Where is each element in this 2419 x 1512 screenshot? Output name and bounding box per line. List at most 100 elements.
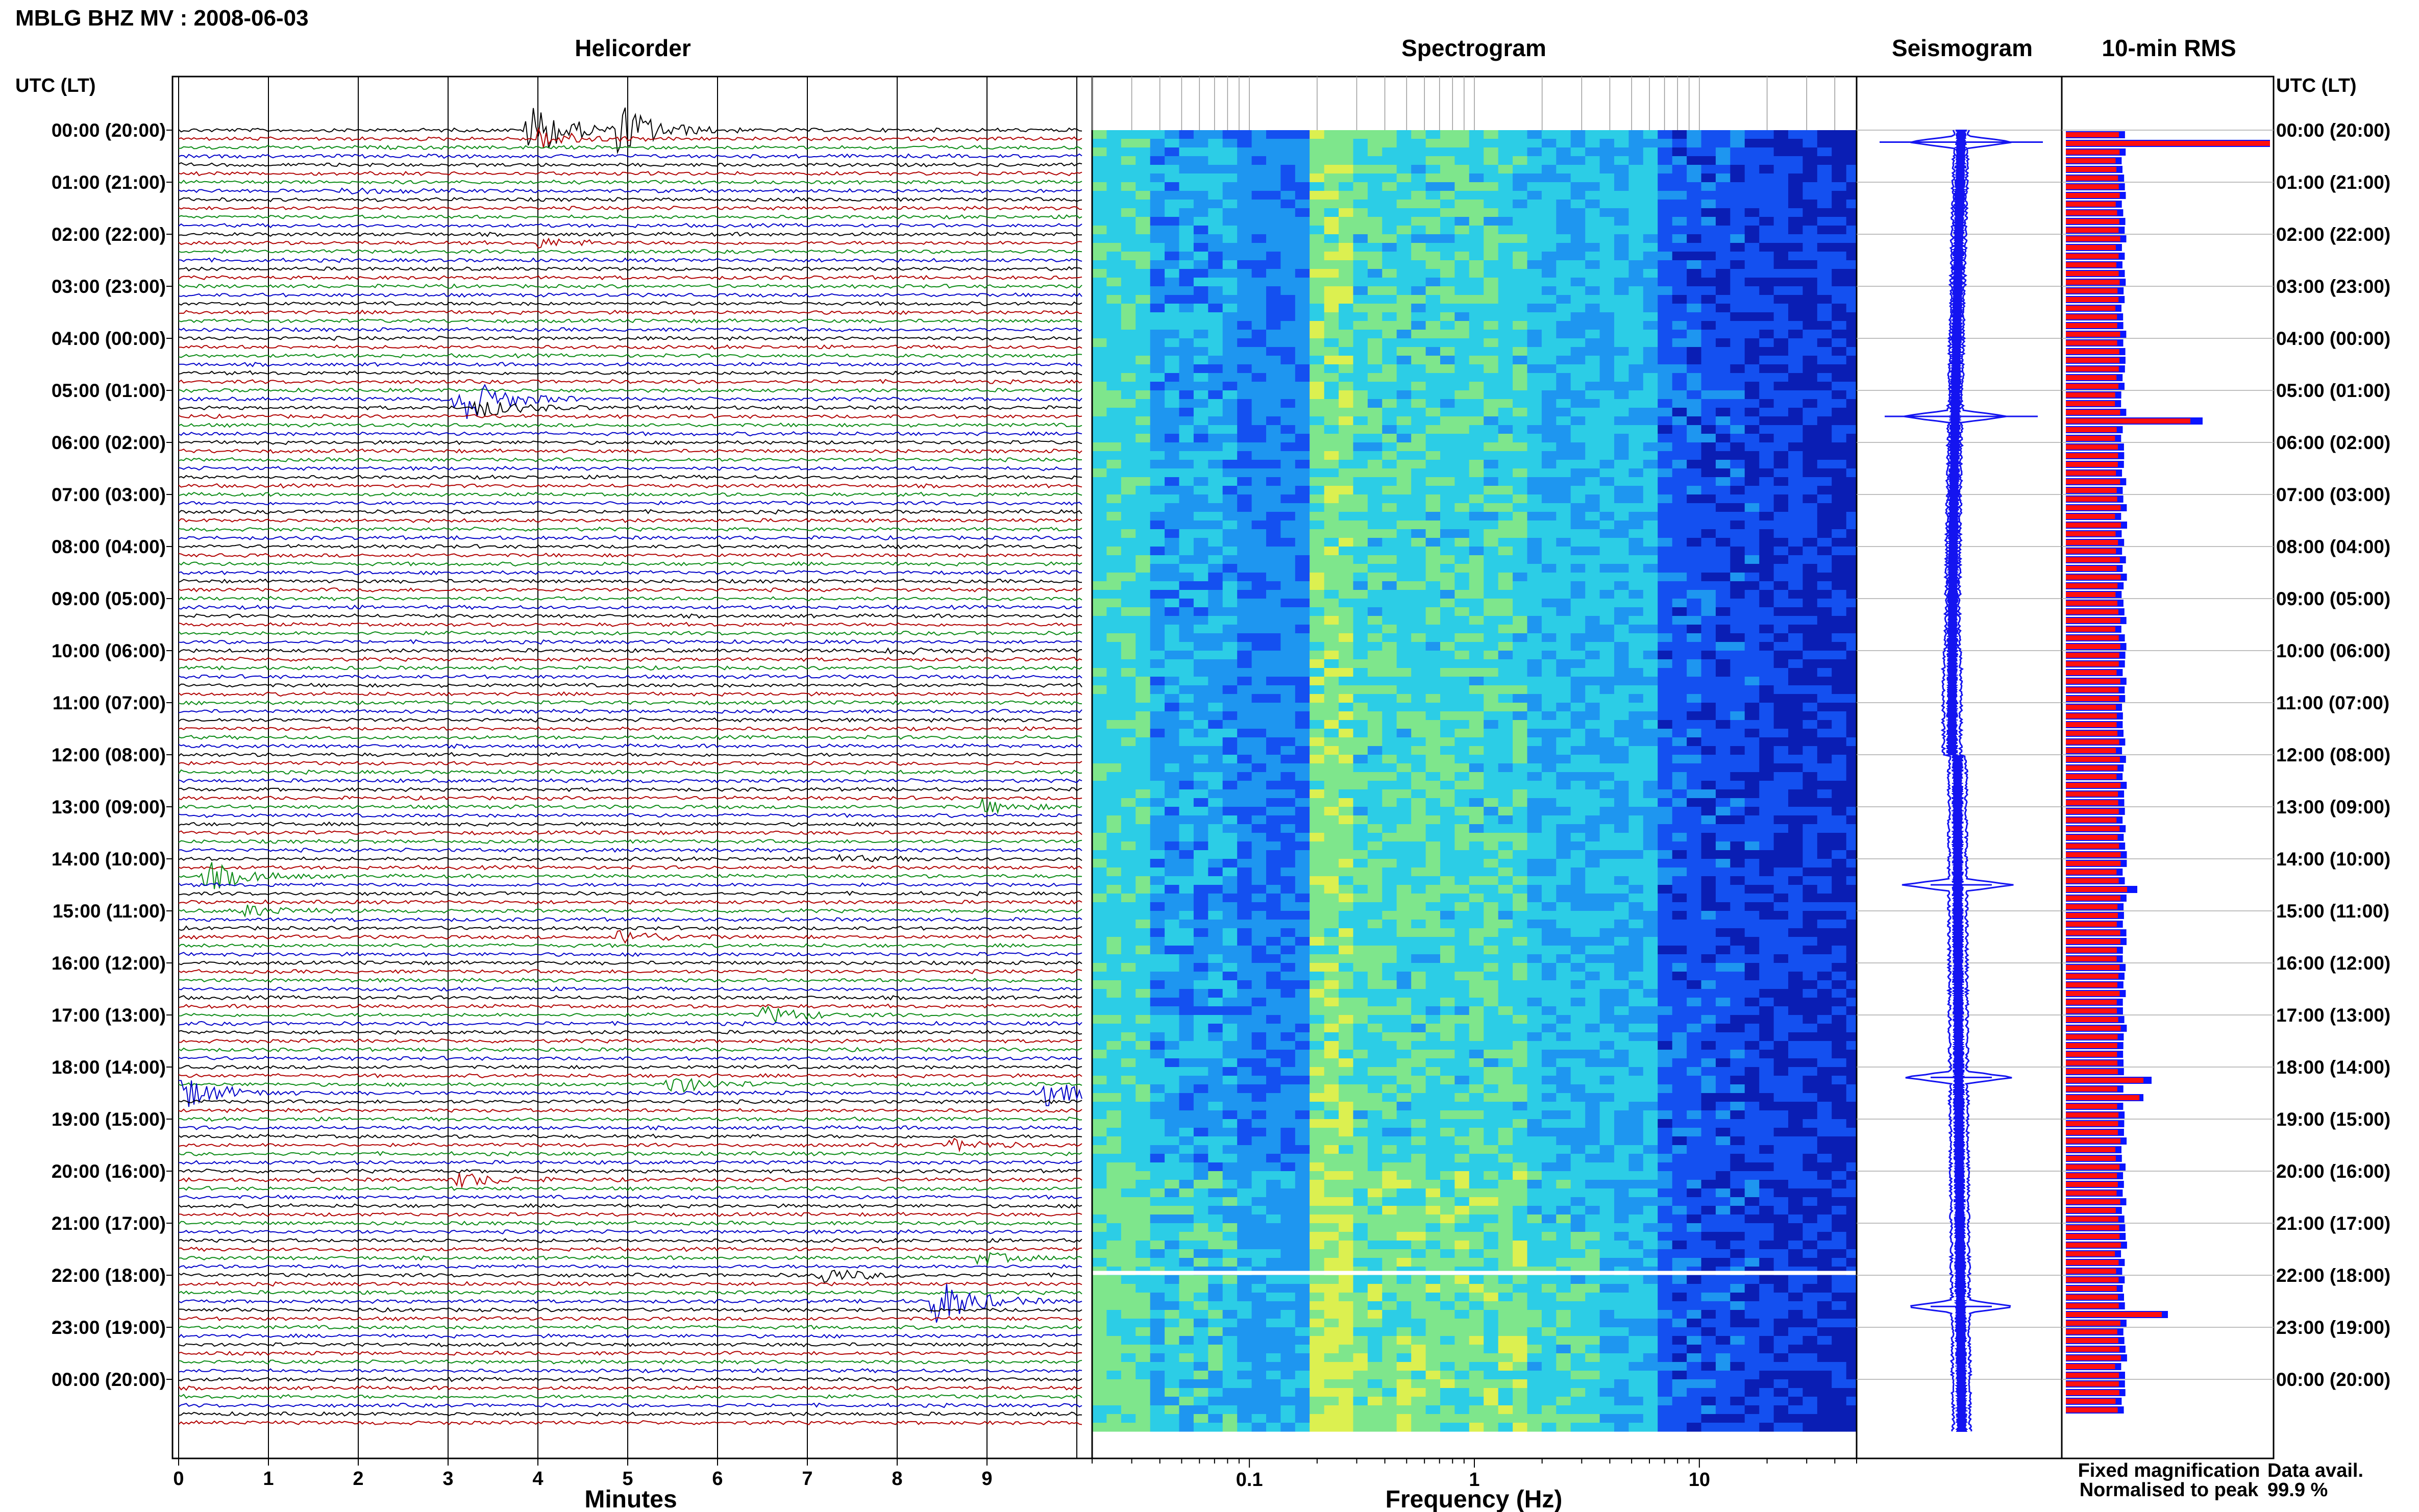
spectrogram-cell [1222, 295, 1238, 304]
spectrogram-cell [1498, 278, 1513, 287]
spectrogram-cell [1165, 442, 1180, 452]
spectrogram-cell [1411, 824, 1426, 833]
spectrogram-cell [1672, 364, 1687, 374]
spectrogram-cell [1599, 382, 1615, 391]
spectrogram-cell [1251, 625, 1267, 634]
spectrogram-cell [1527, 850, 1542, 859]
spectrogram-cell [1484, 685, 1499, 695]
spectrogram-cell [1527, 226, 1542, 235]
spectrogram-cell [1541, 703, 1557, 712]
spectrogram-cell [1295, 807, 1310, 816]
spectrogram-cell [1222, 755, 1238, 764]
spectrogram-cell [1266, 685, 1281, 695]
spectrogram-cell [1092, 564, 1107, 573]
spectrogram-cell [1759, 781, 1774, 790]
spectrogram-cell [1817, 573, 1832, 582]
spectrogram-cell [1817, 156, 1832, 165]
spectrogram-cell [1556, 347, 1571, 356]
spectrogram-cell [1136, 677, 1151, 686]
spectrogram-cell [1484, 156, 1499, 165]
spectrogram-cell [1222, 850, 1238, 859]
spectrogram-cell [1672, 833, 1687, 842]
spectrogram-cell [1513, 703, 1528, 712]
helicorder-trace [178, 952, 1082, 957]
spectrogram-cell [1599, 217, 1615, 226]
spectrogram-cell [1310, 573, 1325, 582]
spectrogram-cell [1599, 165, 1615, 174]
spectrogram-cell [1266, 390, 1281, 400]
spectrogram-cell [1556, 442, 1571, 452]
spectrogram-cell [1701, 651, 1716, 660]
spectrogram-cell [1280, 894, 1296, 903]
spectrogram-cell [1614, 703, 1629, 712]
spectrogram-cell [1310, 520, 1325, 530]
spectrogram-cell [1367, 590, 1383, 599]
spectrogram-cell [1759, 529, 1774, 538]
spectrogram-cell [1440, 746, 1455, 755]
spectrogram-cell [1251, 269, 1267, 278]
spectrogram-cell [1324, 651, 1339, 660]
spectrogram-cell [1310, 130, 1325, 139]
spectrogram-cell [1237, 659, 1252, 668]
spectrogram-cell [1411, 538, 1426, 547]
spectrogram-cell [1150, 304, 1165, 313]
spectrogram-cell [1310, 755, 1325, 764]
spectrogram-cell [1803, 668, 1818, 677]
spectrogram-cell [1773, 234, 1789, 243]
spectrogram-cell [1440, 425, 1455, 434]
spectrogram-cell [1222, 651, 1238, 660]
spectrogram-cell [1411, 252, 1426, 261]
spectrogram-cell [1614, 278, 1629, 287]
spectrogram-cell [1136, 494, 1151, 504]
spectrogram-cell [1498, 373, 1513, 382]
spectrogram-cell [1165, 312, 1180, 321]
spectrogram-cell [1179, 651, 1194, 660]
spectrogram-cell [1165, 182, 1180, 191]
spectrogram-cell [1193, 651, 1208, 660]
minute-tick-label: 6 [712, 1468, 723, 1490]
spectrogram-cell [1339, 885, 1354, 894]
spectrogram-cell [1498, 711, 1513, 721]
spectrogram-cell [1106, 902, 1122, 911]
spectrogram-cell [1165, 833, 1180, 842]
spectrogram-cell [1599, 625, 1615, 634]
spectrogram-cell [1744, 390, 1760, 400]
spectrogram-cell [1832, 833, 1847, 842]
spectrogram-cell [1614, 390, 1629, 400]
spectrogram-cell [1672, 729, 1687, 738]
spectrogram-cell [1310, 703, 1325, 712]
spectrogram-cell [1715, 607, 1731, 616]
spectrogram-cell [1092, 156, 1107, 165]
spectrogram-cell [1803, 156, 1818, 165]
spectrogram-cell [1715, 677, 1731, 686]
spectrogram-cell [1832, 382, 1847, 391]
spectrogram-cell [1585, 625, 1600, 634]
spectrogram-cell [1701, 885, 1716, 894]
spectrogram-cell [1773, 720, 1789, 729]
spectrogram-cell [1136, 911, 1151, 920]
spectrogram-cell [1367, 304, 1383, 313]
spectrogram-cell [1817, 130, 1832, 139]
spectrogram-cell [1396, 720, 1412, 729]
spectrogram-cell [1817, 789, 1832, 799]
spectrogram-cell [1193, 564, 1208, 573]
spectrogram-cell [1585, 729, 1600, 738]
spectrogram-cell [1585, 859, 1600, 868]
spectrogram-cell [1484, 468, 1499, 478]
spectrogram-cell [1353, 850, 1368, 859]
spectrogram-cell [1425, 364, 1441, 374]
spectrogram-cell [1730, 200, 1745, 209]
spectrogram-cell [1672, 252, 1687, 261]
spectrogram-cell [1513, 711, 1528, 721]
spectrogram-cell [1440, 642, 1455, 651]
spectrogram-cell [1744, 564, 1760, 573]
spectrogram-cell [1643, 147, 1658, 157]
spectrogram-cell [1773, 902, 1789, 911]
spectrogram-cell [1599, 659, 1615, 668]
spectrogram-cell [1339, 200, 1354, 209]
spectrogram-cell [1295, 841, 1310, 851]
spectrogram-cell [1788, 373, 1803, 382]
spectrogram-cell [1832, 703, 1847, 712]
spectrogram-cell [1251, 390, 1267, 400]
spectrogram-cell [1339, 442, 1354, 452]
